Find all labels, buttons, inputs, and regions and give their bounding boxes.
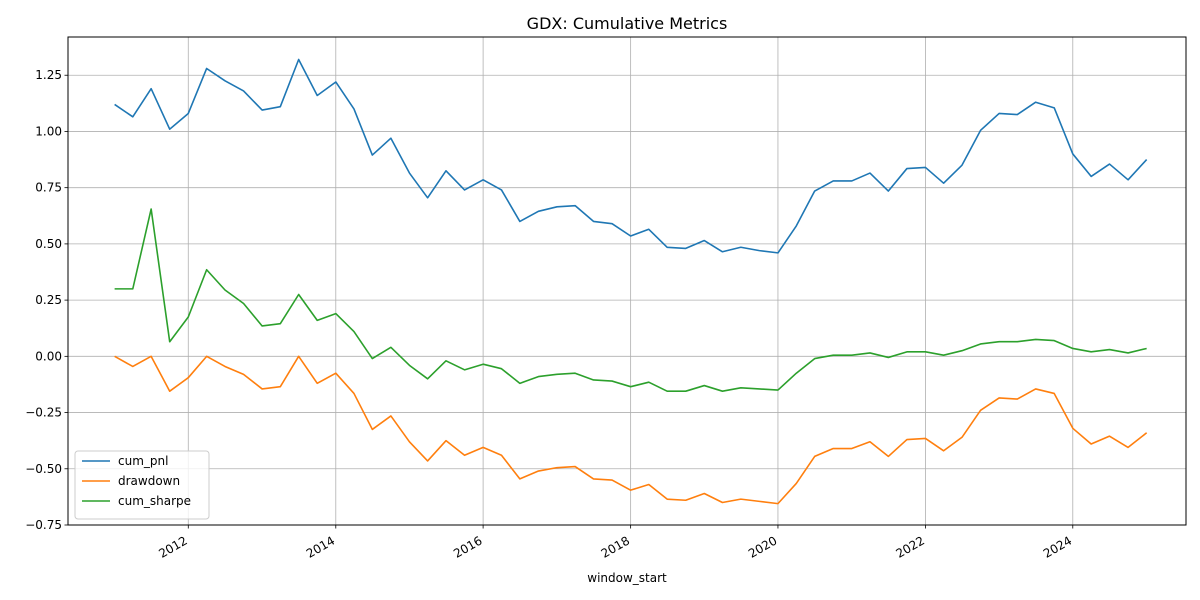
y-tick-label: 0.00 <box>35 349 62 363</box>
y-tick-label: 0.25 <box>35 293 62 307</box>
x-axis-label: window_start <box>587 571 667 585</box>
x-axis-ticks: 2012 2014 2016 2018 2020 2022 2024 <box>156 525 1074 561</box>
x-tick-label: 2014 <box>304 533 337 560</box>
y-tick-label: −0.75 <box>25 518 62 532</box>
y-tick-label: 0.50 <box>35 237 62 251</box>
series-line-cum-pnl <box>114 58 1148 254</box>
x-tick-label: 2024 <box>1041 533 1074 560</box>
grid <box>68 37 1186 526</box>
series-line-cum-sharpe <box>114 208 1147 392</box>
x-tick-label: 2016 <box>451 533 484 560</box>
y-tick-label: 1.25 <box>35 68 62 82</box>
y-tick-label: −0.25 <box>25 406 62 420</box>
y-tick-label: 0.75 <box>35 181 62 195</box>
legend-label-cum-sharpe: cum_sharpe <box>118 494 191 508</box>
x-tick-label: 2022 <box>894 533 927 560</box>
x-tick-label: 2018 <box>599 533 632 560</box>
x-tick-label: 2012 <box>156 533 189 560</box>
series-line-drawdown <box>114 355 1148 505</box>
legend-label-cum-pnl: cum_pnl <box>118 454 168 468</box>
plot-frame <box>67 36 1187 526</box>
y-tick-label: −0.50 <box>25 462 62 476</box>
y-tick-label: 1.00 <box>35 124 62 138</box>
y-axis-ticks: −0.75 −0.50 −0.25 0.00 0.25 0.50 0.75 1.00 1.25 <box>25 68 68 532</box>
series-lines <box>114 58 1148 505</box>
x-tick-label: 2020 <box>746 533 779 560</box>
legend-label-drawdown: drawdown <box>118 474 180 488</box>
legend: cum_pnl drawdown cum_sharpe <box>74 450 210 520</box>
chart-title: GDX: Cumulative Metrics <box>527 14 728 33</box>
legend-box <box>74 450 210 520</box>
